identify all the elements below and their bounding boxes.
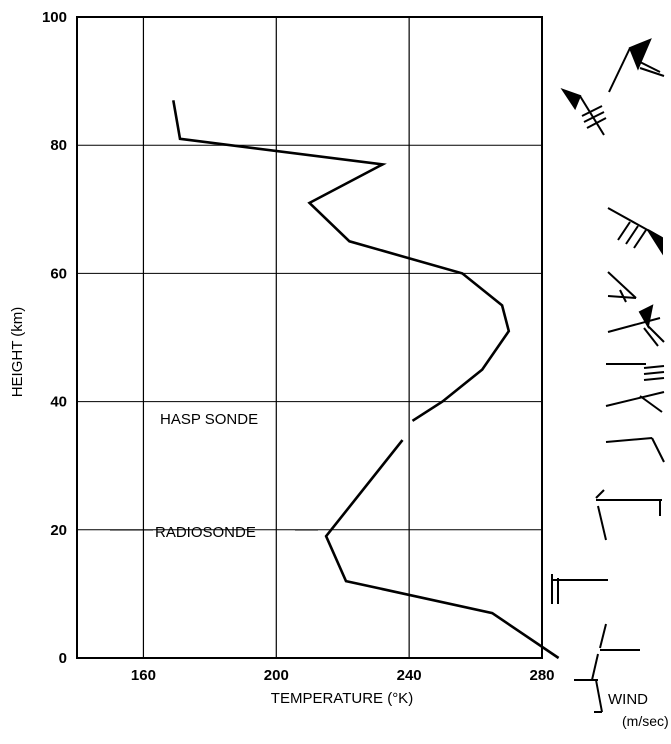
wind-barb-icon (607, 207, 663, 256)
wind-barb-icon (607, 271, 637, 303)
y-tick-label: 100 (42, 9, 67, 26)
x-axis-label: TEMPERATURE (°K) (271, 690, 413, 707)
series-line-1 (172, 100, 511, 422)
y-tick-label: 20 (50, 522, 67, 539)
y-tick-label: 60 (50, 265, 67, 282)
wind-barb-icon (605, 437, 665, 463)
temperature-profile (172, 100, 560, 660)
wind-barb-icon (608, 38, 665, 93)
y-tick-label: 0 (59, 650, 67, 667)
x-tick-label: 200 (264, 667, 289, 684)
wind-barb-icon (605, 363, 665, 413)
wind-barb-icon (574, 623, 640, 713)
y-axis-label: HEIGHT (km) (9, 307, 26, 398)
wind-label: WIND (608, 691, 648, 708)
wind-barb-icon (551, 574, 608, 604)
x-tick-label: 160 (131, 667, 156, 684)
annotation-radiosonde: RADIOSONDE (155, 524, 256, 541)
wind-unit-label: (m/sec) (622, 713, 669, 729)
wind-barb-icon (560, 88, 607, 136)
wind-barbs (551, 38, 665, 713)
y-tick-label: 40 (50, 394, 67, 411)
grid-lines (77, 17, 543, 658)
series-line-0 (324, 439, 560, 660)
wind-barb-icon (595, 489, 662, 541)
y-tick-label: 80 (50, 137, 67, 154)
wind-barb-icon (607, 304, 665, 347)
annotation-hasp-sonde: HASP SONDE (160, 411, 258, 428)
x-tick-label: 280 (529, 667, 554, 684)
plot-frame (76, 16, 543, 659)
x-tick-label: 240 (397, 667, 422, 684)
tick-labels: 160 200 240 280 0 20 40 60 80 100 (42, 9, 555, 684)
